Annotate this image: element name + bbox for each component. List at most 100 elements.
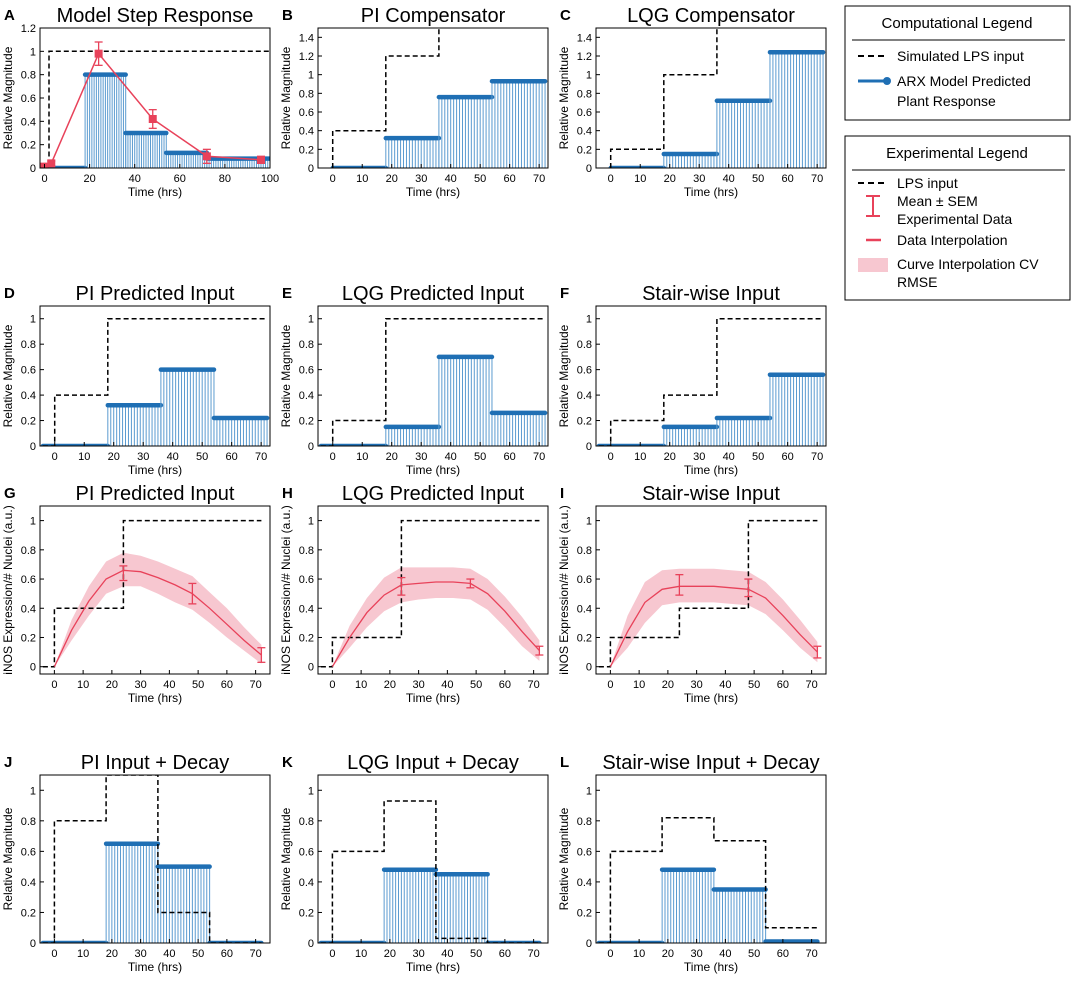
y-axis-label: Relative Magnitude xyxy=(557,807,571,910)
y-axis-label: iNOS Expression/# Nuclei (a.u.) xyxy=(279,505,293,674)
panel-letter: A xyxy=(4,7,15,24)
x-tick-label: 20 xyxy=(386,173,398,185)
x-tick-label: 10 xyxy=(356,451,368,463)
panel-title: Stair-wise Input xyxy=(642,283,780,305)
experimental-legend-item: LPS input xyxy=(897,175,958,191)
x-tick-label: 0 xyxy=(41,173,47,185)
lps-input-line xyxy=(320,317,546,446)
x-tick-label: 20 xyxy=(108,451,120,463)
y-tick-label: 0.8 xyxy=(21,70,36,82)
stem-segment xyxy=(714,415,773,446)
experimental-legend-item: Experimental Data xyxy=(897,211,1012,227)
y-tick-label: 0.4 xyxy=(21,116,36,128)
y-axis-label: iNOS Expression/# Nuclei (a.u.) xyxy=(1,505,15,674)
y-axis-label: Relative Magnitude xyxy=(1,807,15,910)
x-tick-label: 50 xyxy=(474,451,486,463)
y-tick-label: 0 xyxy=(308,163,314,175)
y-tick-label: 0 xyxy=(308,938,314,950)
panel-title: Model Step Response xyxy=(57,5,254,27)
x-tick-label: 40 xyxy=(167,451,179,463)
axes-box xyxy=(595,27,827,169)
stem-segment xyxy=(767,50,826,168)
computational-legend: Computational Legend Simulated LPS input… xyxy=(844,5,1071,121)
y-axis-label: Relative Magnitude xyxy=(1,46,15,149)
y-tick-label: 0.2 xyxy=(21,140,36,152)
x-tick-label: 70 xyxy=(533,451,545,463)
panel-l: 0 10 20 30 40 50 60 70 0 0.2 0.4 0.6 0.8 1 Time (hrs) R… xyxy=(557,752,827,974)
panel-b: 0 10 20 30 40 50 60 70 0 0.2 0.4 0.6 0.8 1 1.2 1.4 Time … xyxy=(279,5,549,199)
plot-area xyxy=(318,800,542,943)
plot-area xyxy=(596,317,826,446)
panel-letter: J xyxy=(4,754,12,771)
panel-title: PI Predicted Input xyxy=(76,283,235,305)
y-tick-label: 0.6 xyxy=(21,846,36,858)
experimental-point xyxy=(148,109,157,129)
lps-input-line xyxy=(42,519,262,668)
lps-input-line xyxy=(598,817,818,943)
panel-letter: D xyxy=(4,285,15,302)
panel-d: 0 10 20 30 40 50 60 70 0 0.2 0.4 0.6 0.8 1 Time (hrs) R… xyxy=(1,283,271,477)
panel-title: PI Input + Decay xyxy=(81,752,229,774)
arx-model-marker-icon xyxy=(883,77,891,85)
x-tick-label: 30 xyxy=(413,948,425,960)
panel-h: 0 10 20 30 40 50 60 70 0 0.2 0.4 0.6 0.8 1 Time (hrs) i… xyxy=(279,483,549,705)
stem-segment xyxy=(714,98,773,168)
y-tick-label: 0.8 xyxy=(21,339,36,351)
plot-area xyxy=(330,28,548,168)
axes-box xyxy=(317,305,549,447)
x-tick-label: 40 xyxy=(163,679,175,691)
y-tick-label: 0.6 xyxy=(577,846,592,858)
stem-segment xyxy=(211,415,270,446)
y-tick-label: 1 xyxy=(308,314,314,326)
y-axis-label: Relative Magnitude xyxy=(279,46,293,149)
x-tick-label: 0 xyxy=(329,948,335,960)
y-axis-label: Relative Magnitude xyxy=(279,807,293,910)
panel-g: 0 10 20 30 40 50 60 70 0 0.2 0.4 0.6 0.8 1 Time (hrs) i… xyxy=(1,483,271,705)
axes-box xyxy=(595,505,827,675)
experimental-point xyxy=(257,647,266,663)
x-axis-label: Time (hrs) xyxy=(406,960,460,974)
stem-segment xyxy=(123,130,169,168)
x-tick-label: 60 xyxy=(221,679,233,691)
y-tick-label: 1 xyxy=(308,785,314,797)
y-tick-label: 0.4 xyxy=(21,603,36,615)
x-axis-label: Time (hrs) xyxy=(406,691,460,705)
stem-segment xyxy=(767,372,826,446)
stem-segment xyxy=(383,424,442,446)
panel-f: 0 10 20 30 40 50 60 70 0 0.2 0.4 0.6 0.8 1 Time (hrs) R… xyxy=(557,283,827,477)
stem-segment xyxy=(661,151,720,168)
panel-letter: H xyxy=(282,485,293,502)
x-tick-label: 70 xyxy=(806,948,818,960)
panel-title: Stair-wise Input + Decay xyxy=(602,752,819,774)
x-tick-label: 30 xyxy=(415,451,427,463)
y-tick-label: 0.6 xyxy=(299,365,314,377)
x-tick-label: 0 xyxy=(51,948,57,960)
lps-input-line xyxy=(320,519,540,668)
computational-legend-item: Plant Response xyxy=(897,93,996,109)
x-axis-label: Time (hrs) xyxy=(406,185,460,199)
y-tick-label: 0.4 xyxy=(299,390,314,402)
y-tick-label: 0.4 xyxy=(577,126,592,138)
lps-input-line xyxy=(598,317,824,446)
x-tick-label: 40 xyxy=(163,948,175,960)
x-axis-label: Time (hrs) xyxy=(128,463,182,477)
experimental-legend-item: Mean ± SEM xyxy=(897,193,978,209)
y-tick-label: 0.8 xyxy=(577,88,592,100)
stem-segment xyxy=(436,354,495,446)
y-tick-label: 0.6 xyxy=(299,846,314,858)
x-tick-label: 50 xyxy=(470,679,482,691)
y-tick-label: 0.8 xyxy=(21,545,36,557)
panel-letter: L xyxy=(560,754,569,771)
x-tick-label: 60 xyxy=(777,679,789,691)
axes-box xyxy=(317,27,549,169)
experimental-legend: Experimental Legend LPS input Mean ± SEM… xyxy=(844,135,1071,301)
computational-legend-item: ARX Model Predicted xyxy=(897,73,1031,89)
x-tick-label: 30 xyxy=(691,679,703,691)
y-tick-label: 0.6 xyxy=(21,93,36,105)
axes-box xyxy=(595,305,827,447)
experimental-point xyxy=(397,576,406,596)
x-tick-label: 10 xyxy=(356,173,368,185)
cv-rmse-band xyxy=(610,568,818,667)
